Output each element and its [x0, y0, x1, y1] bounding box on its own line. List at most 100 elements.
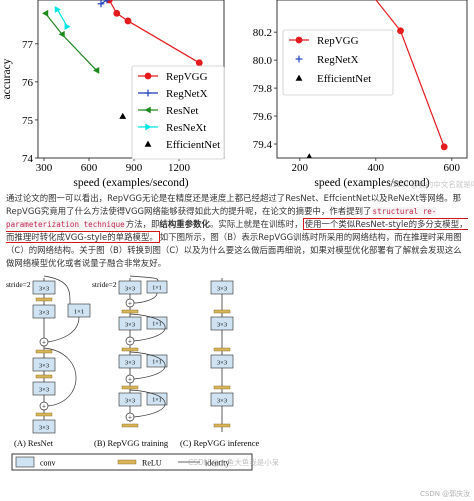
legend-label: RepVGG [317, 35, 359, 47]
conv-block [210, 316, 234, 331]
caption-repvgg-inference: (C) RepVGG inference [180, 438, 260, 448]
data-point [54, 6, 61, 13]
legend-label: RepVGG [166, 71, 208, 83]
y-tick-label: 80.0 [253, 55, 273, 67]
data-point [144, 140, 152, 147]
conv-label: 3×3 [39, 425, 49, 432]
relu-block [213, 309, 231, 314]
y-tick-label: 80.2 [253, 27, 272, 39]
relu-block [121, 309, 139, 314]
y-tick-label: 79.6 [253, 111, 273, 123]
series-layer [306, 0, 448, 158]
conv-block [210, 280, 234, 295]
conv-1x1-block [146, 316, 168, 330]
y-tick-label: 75 [22, 115, 34, 127]
x-tick-label: 300 [36, 162, 53, 174]
conv-label: 1×1 [152, 360, 161, 366]
conv-block [32, 304, 56, 319]
add-node: + [128, 414, 132, 422]
conv-label: 3×3 [125, 322, 135, 329]
y-tick-label: 74 [22, 153, 34, 165]
corner-watermark: CSDN @郭庆汝 [420, 489, 470, 498]
data-point [295, 55, 303, 63]
y-axis-label: accuracy [1, 58, 13, 99]
data-point [295, 74, 303, 81]
legend-box [131, 65, 225, 160]
data-point [295, 36, 303, 44]
text-part-1: 通过论文的图一可以看出，RepVGG无论是在精度还是速度上都已经超过了ResNe… [6, 193, 462, 216]
conv-label: 3×3 [217, 398, 227, 405]
stride-label-a: stride=2 [6, 280, 31, 289]
relu-block [213, 423, 231, 428]
legend: RepVGG RegNetX EfficientNet [282, 29, 394, 96]
x-axis-label: speed (examples/second) [73, 177, 188, 189]
data-point [103, 0, 111, 4]
data-point [144, 89, 152, 97]
conv-1x1-block [146, 392, 168, 406]
data-point [144, 72, 152, 80]
relu-block [213, 385, 231, 390]
conv-label: 3×3 [217, 286, 227, 293]
data-point [42, 9, 49, 17]
relu-block [121, 347, 139, 352]
data-point [97, 0, 105, 8]
caption-repvgg-training: (B) RepVGG training [94, 438, 169, 448]
plot-frame [276, 0, 468, 159]
legend-label: RegNetX [166, 88, 208, 100]
conv-label: 1×1 [152, 286, 161, 292]
legend-relu-label: ReLU [142, 459, 162, 468]
series-line [108, 0, 200, 64]
data-point [440, 143, 448, 151]
legend-conv-label: conv [40, 459, 56, 468]
conv-label: 3×3 [217, 360, 227, 367]
x-tick-label: 600 [81, 162, 98, 174]
legend-label: EfficientNet [166, 139, 220, 151]
conv-block [32, 381, 56, 396]
y-tick-label: 77 [22, 39, 34, 51]
conv-block [32, 280, 56, 295]
text-part-3: 。实际上就是在训练时， [209, 219, 303, 229]
bold-term: 结构重参数化 [159, 219, 210, 229]
conv-label: 1×1 [152, 398, 161, 404]
series-line [56, 9, 68, 27]
data-point [397, 27, 404, 35]
data-point [119, 112, 127, 119]
accuracy-speed-chart-left: 300 600 900 1200 74 75 76 77 speed (examples/sec… [1, 0, 225, 189]
conv-label: 3×3 [39, 286, 49, 293]
diagram-watermark: CSDN @大鱼大鱼我是小呆 [188, 457, 280, 467]
add-node: + [42, 339, 46, 347]
legend-conv-swatch [15, 456, 35, 468]
data-point [145, 123, 152, 131]
data-point [58, 30, 65, 38]
conv-label: 3×3 [39, 310, 49, 317]
conv-label: 1×1 [152, 322, 161, 328]
text-part-4: 如下图所示，图（B）表示RepVGG训练时所采用的网络结构，而在推理时采用图（C… [6, 232, 462, 268]
y-tick-label: 79.4 [253, 139, 273, 151]
conv-label: 3×3 [39, 363, 49, 370]
conv-block [210, 392, 234, 407]
conv-block [118, 392, 142, 407]
relu-block [35, 412, 53, 417]
diagram-legend: conv ReLU identity [11, 453, 253, 471]
x-tick-label: 400 [368, 162, 385, 174]
legend-label: RegNetX [317, 54, 359, 66]
x-tick-label: 1200 [168, 162, 191, 174]
x-tick-label: 600 [444, 162, 461, 174]
text-part-2: 方法，即 [125, 219, 160, 229]
conv-block [118, 316, 142, 331]
legend-relu-swatch [117, 459, 137, 465]
repvgg-training-column: stride=2 3×3 1×1 + 3×3 1×1 + 3×3 1×1 + 3… [92, 275, 169, 448]
conv-label: 3×3 [125, 360, 135, 367]
article-paragraph: 通过论文的图一可以看出，RepVGG无论是在精度还是速度上都已经超过了ResNe… [6, 192, 468, 270]
data-point [113, 9, 121, 17]
series-line [45, 12, 97, 71]
x-axis-label: speed (examples/second) [314, 177, 429, 189]
legend: RepVGG RegNetX ResNet ResNeXt EfficientNet [131, 65, 225, 160]
series-layer [42, 0, 203, 119]
conv-block [210, 354, 234, 369]
x-tick-label: 200 [292, 162, 309, 174]
relu-block [35, 374, 53, 379]
conv-block [118, 280, 142, 295]
chart-watermark: CSDN @我的中文名就是叫小绿豆 [387, 179, 474, 189]
add-node: + [128, 338, 132, 346]
